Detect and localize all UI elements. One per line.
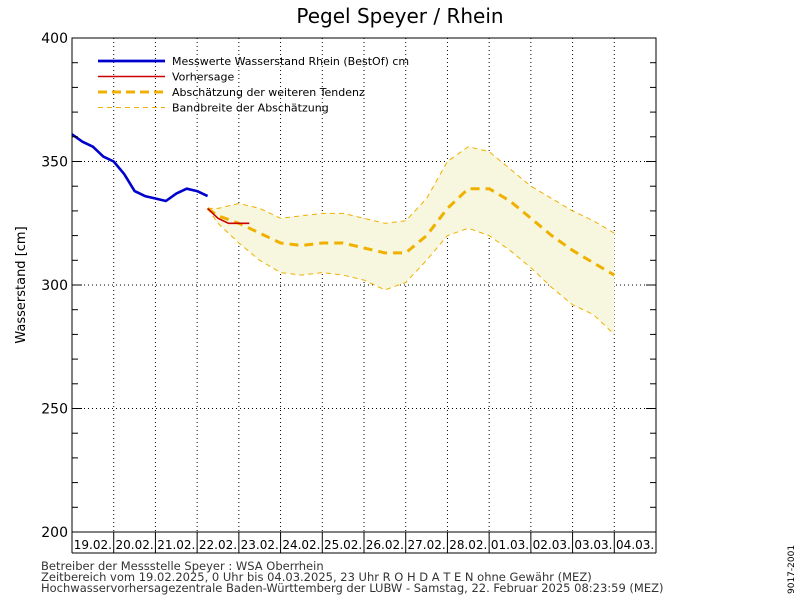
chart-code: 9017-2001	[787, 545, 797, 594]
footer-operator: Betreiber der Messstelle Speyer : WSA Ob…	[41, 559, 324, 573]
x-tick-label: 23.02.	[241, 538, 279, 552]
y-tick-label: 250	[41, 402, 68, 418]
y-tick-label: 350	[41, 155, 68, 171]
legend-label: Abschätzung der weiteren Tendenz	[172, 86, 365, 99]
x-tick-label: 21.02.	[157, 538, 195, 552]
y-axis-label: Wasserstand [cm]	[14, 226, 29, 343]
y-tick-label: 200	[41, 525, 68, 541]
x-tick-label: 27.02.	[407, 538, 445, 552]
x-tick-label: 22.02.	[199, 538, 237, 552]
x-tick-label: 25.02.	[324, 538, 362, 552]
footer: Betreiber der Messstelle Speyer : WSA Ob…	[41, 559, 663, 595]
series-tendency	[206, 187, 616, 277]
x-tick-label: 20.02.	[115, 538, 153, 552]
x-tick-label: 04.03.	[616, 538, 654, 552]
footer-timerange: Zeitbereich vom 19.02.2025, 0 Uhr bis 04…	[41, 570, 592, 584]
x-tick-label: 26.02.	[366, 538, 404, 552]
chart-title: Pegel Speyer / Rhein	[296, 4, 503, 28]
series-layer	[71, 133, 616, 335]
x-axis: 19.02. 20.02. 21.02. 22.02. 23.02. 24.02. 25.0…	[71, 532, 657, 554]
band-fill	[207, 146, 615, 335]
y-tick-label: 400	[41, 31, 68, 47]
x-tick-label: 28.02.	[449, 538, 487, 552]
grid-lines	[72, 38, 656, 532]
x-tick-label: 02.03.	[533, 538, 571, 552]
series-forecast	[207, 207, 250, 225]
y-axis: 200 250 300 350 400	[41, 31, 656, 541]
x-tick-label: 01.03.	[491, 538, 529, 552]
band-area	[207, 146, 615, 335]
legend-label: Vorhersage	[172, 71, 234, 84]
x-tick-label: 19.02.	[74, 538, 112, 552]
legend-label: Bandbreite der Abschätzung	[172, 102, 329, 115]
x-tick-label: 24.02.	[282, 538, 320, 552]
legend-label: Messwerte Wasserstand Rhein (BestOf) cm	[172, 55, 409, 68]
series-band-lower	[207, 208, 615, 335]
legend: Messwerte Wasserstand Rhein (BestOf) cm V…	[98, 55, 409, 115]
footer-source: Hochwasservorhersagezentrale Baden-Württ…	[41, 581, 663, 595]
x-tick-label: 03.03.	[574, 538, 612, 552]
y-tick-label: 300	[41, 278, 68, 294]
series-measured	[71, 133, 209, 203]
